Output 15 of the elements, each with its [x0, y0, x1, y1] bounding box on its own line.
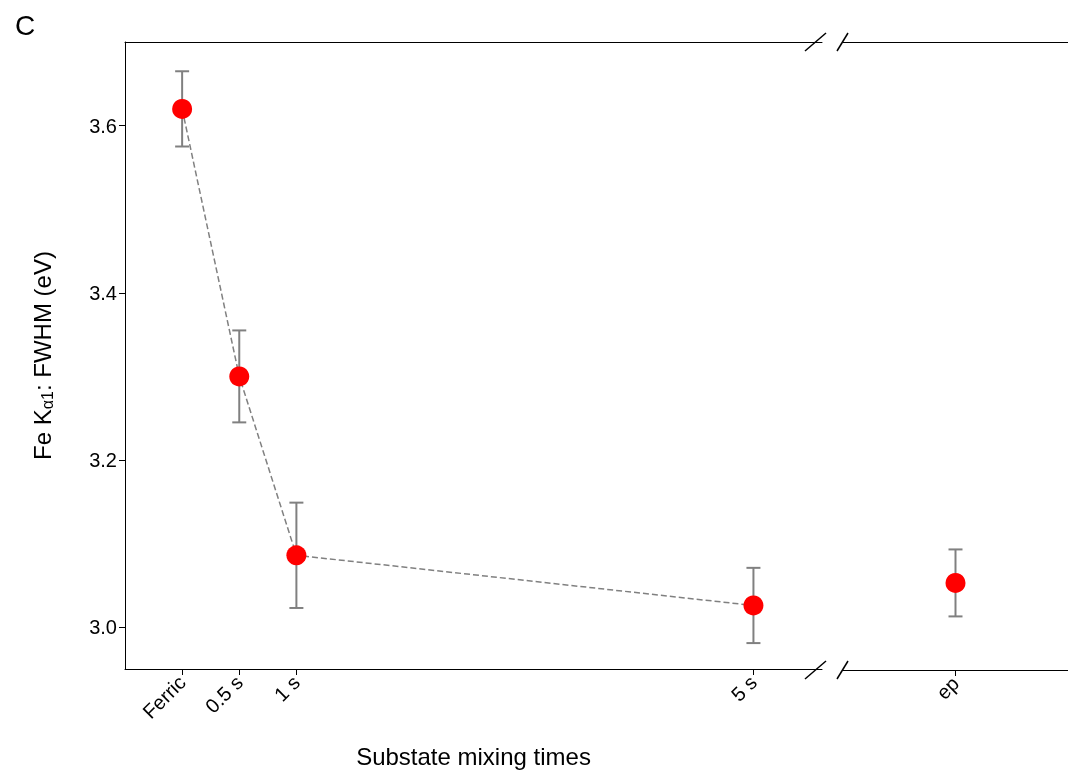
point: [229, 366, 250, 387]
y-axis-title: Fe Kα1: FWHM (eV): [28, 251, 56, 460]
point: [743, 595, 764, 616]
y-tick-label: 3.2: [89, 449, 117, 471]
x-tick-label: ep: [932, 672, 964, 704]
x-tick-label: 0.5 s: [200, 671, 248, 718]
y-tick-label: 3.6: [89, 114, 117, 137]
y-tick-label: 3.0: [89, 616, 117, 639]
x-tick-label: 5 s: [726, 671, 762, 706]
x-axis-title: Substate mixing times: [356, 742, 591, 770]
chart-title: C: [15, 9, 36, 41]
x-tick-label: 1 s: [269, 671, 305, 706]
point: [172, 98, 193, 119]
point: [286, 545, 307, 566]
y-tick-label: 3.4: [89, 281, 117, 304]
